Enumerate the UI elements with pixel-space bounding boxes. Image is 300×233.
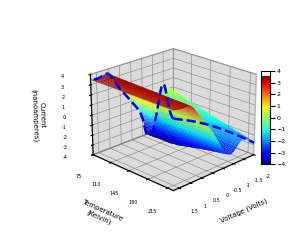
- Y-axis label: Temperature
(Kelvin): Temperature (Kelvin): [78, 199, 124, 229]
- X-axis label: Voltage (Volts): Voltage (Volts): [219, 197, 268, 224]
